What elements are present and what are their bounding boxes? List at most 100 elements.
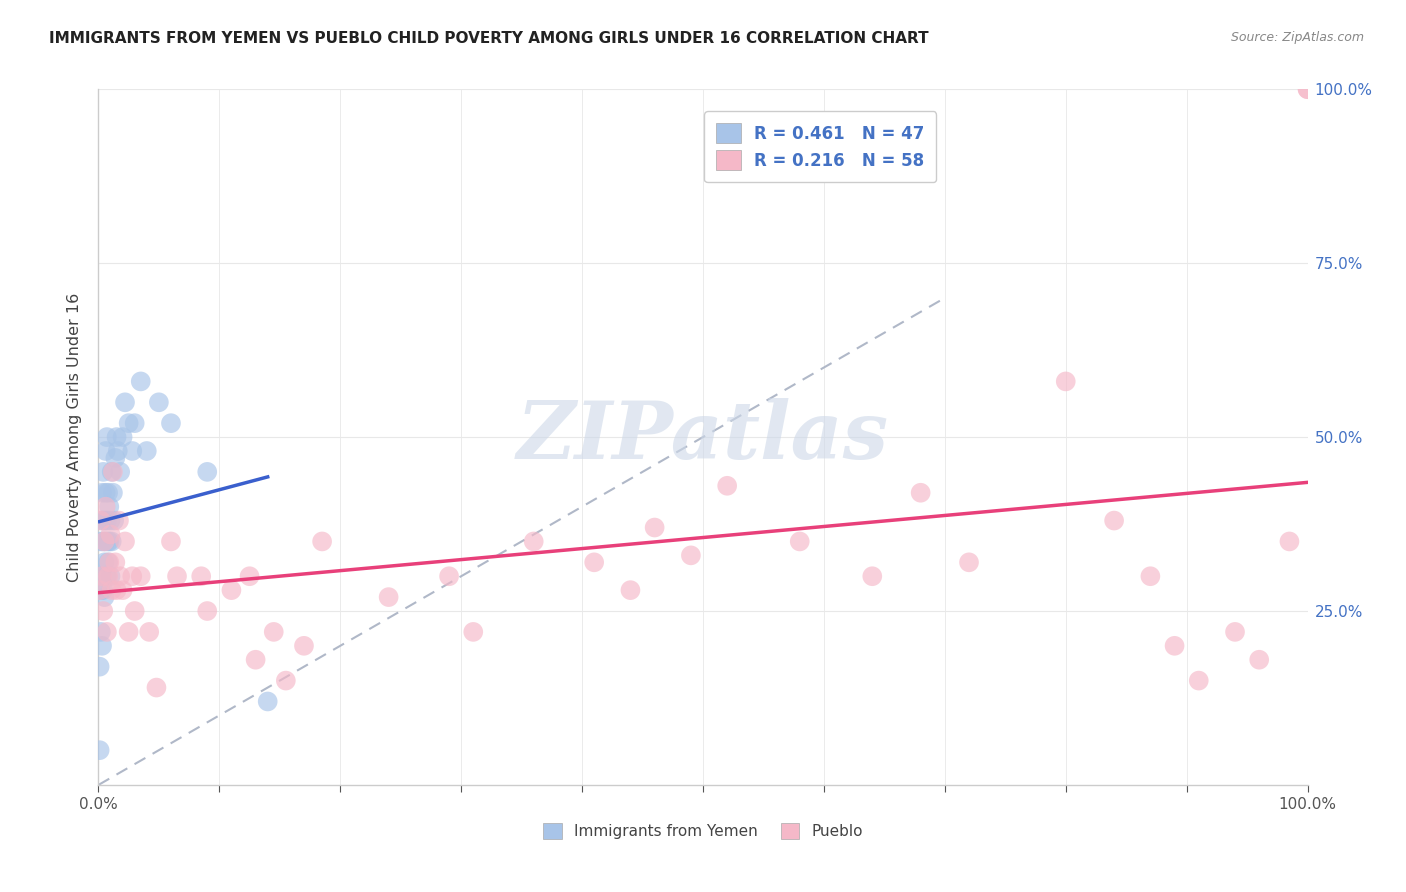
- Point: [96, 569, 118, 583]
- Point: [221, 583, 243, 598]
- Point: [1102, 514, 1125, 528]
- Point: [1278, 534, 1301, 549]
- Point: [1223, 624, 1246, 639]
- Point: [104, 555, 127, 569]
- Point: [108, 514, 131, 528]
- Point: [1188, 673, 1211, 688]
- Point: [89, 583, 111, 598]
- Point: [910, 485, 932, 500]
- Point: [523, 534, 546, 549]
- Point: [94, 500, 117, 514]
- Point: [91, 514, 114, 528]
- Point: [94, 444, 117, 458]
- Point: [160, 534, 183, 549]
- Point: [148, 395, 170, 409]
- Point: [1139, 569, 1161, 583]
- Point: [111, 583, 134, 598]
- Point: [124, 416, 146, 430]
- Point: [100, 527, 122, 541]
- Point: [118, 416, 141, 430]
- Point: [121, 569, 143, 583]
- Point: [93, 514, 115, 528]
- Point: [100, 569, 122, 583]
- Point: [97, 534, 120, 549]
- Point: [114, 395, 136, 409]
- Point: [124, 604, 146, 618]
- Point: [118, 624, 141, 639]
- Point: [94, 534, 117, 549]
- Point: [105, 430, 128, 444]
- Legend: Immigrants from Yemen, Pueblo: Immigrants from Yemen, Pueblo: [536, 815, 870, 847]
- Point: [91, 465, 114, 479]
- Point: [190, 569, 212, 583]
- Point: [97, 569, 120, 583]
- Point: [91, 485, 114, 500]
- Point: [111, 430, 134, 444]
- Text: IMMIGRANTS FROM YEMEN VS PUEBLO CHILD POVERTY AMONG GIRLS UNDER 16 CORRELATION C: IMMIGRANTS FROM YEMEN VS PUEBLO CHILD PO…: [49, 31, 929, 46]
- Point: [90, 534, 112, 549]
- Point: [644, 520, 666, 534]
- Point: [789, 534, 811, 549]
- Point: [245, 653, 267, 667]
- Point: [98, 534, 121, 549]
- Point: [93, 534, 115, 549]
- Point: [138, 624, 160, 639]
- Point: [98, 555, 121, 569]
- Point: [166, 569, 188, 583]
- Y-axis label: Child Poverty Among Girls Under 16: Child Poverty Among Girls Under 16: [67, 293, 83, 582]
- Point: [89, 743, 111, 757]
- Point: [98, 500, 121, 514]
- Point: [1296, 82, 1319, 96]
- Point: [263, 624, 285, 639]
- Point: [101, 465, 124, 479]
- Point: [716, 479, 738, 493]
- Point: [311, 534, 333, 549]
- Point: [100, 465, 122, 479]
- Point: [108, 569, 131, 583]
- Point: [256, 694, 278, 708]
- Point: [91, 604, 114, 618]
- Point: [145, 681, 167, 695]
- Point: [679, 549, 702, 563]
- Point: [97, 555, 120, 569]
- Point: [121, 444, 143, 458]
- Point: [292, 639, 315, 653]
- Point: [96, 514, 118, 528]
- Point: [1249, 653, 1271, 667]
- Point: [94, 485, 117, 500]
- Point: [107, 444, 129, 458]
- Point: [91, 534, 114, 549]
- Point: [377, 590, 399, 604]
- Point: [108, 465, 131, 479]
- Point: [129, 569, 152, 583]
- Point: [96, 430, 118, 444]
- Point: [105, 583, 128, 598]
- Point: [93, 590, 115, 604]
- Point: [100, 514, 122, 528]
- Point: [91, 639, 114, 653]
- Point: [100, 534, 122, 549]
- Point: [104, 450, 127, 465]
- Point: [239, 569, 262, 583]
- Point: [1296, 82, 1319, 96]
- Point: [100, 583, 122, 598]
- Point: [89, 659, 111, 673]
- Point: [274, 673, 297, 688]
- Point: [90, 624, 112, 639]
- Point: [101, 485, 124, 500]
- Point: [91, 569, 114, 583]
- Text: Source: ZipAtlas.com: Source: ZipAtlas.com: [1230, 31, 1364, 45]
- Point: [583, 555, 606, 569]
- Point: [160, 416, 183, 430]
- Point: [91, 583, 114, 598]
- Point: [463, 624, 485, 639]
- Point: [1163, 639, 1185, 653]
- Point: [90, 583, 112, 598]
- Point: [860, 569, 883, 583]
- Point: [619, 583, 641, 598]
- Point: [97, 485, 120, 500]
- Point: [129, 375, 152, 389]
- Point: [437, 569, 460, 583]
- Point: [957, 555, 980, 569]
- Point: [91, 569, 114, 583]
